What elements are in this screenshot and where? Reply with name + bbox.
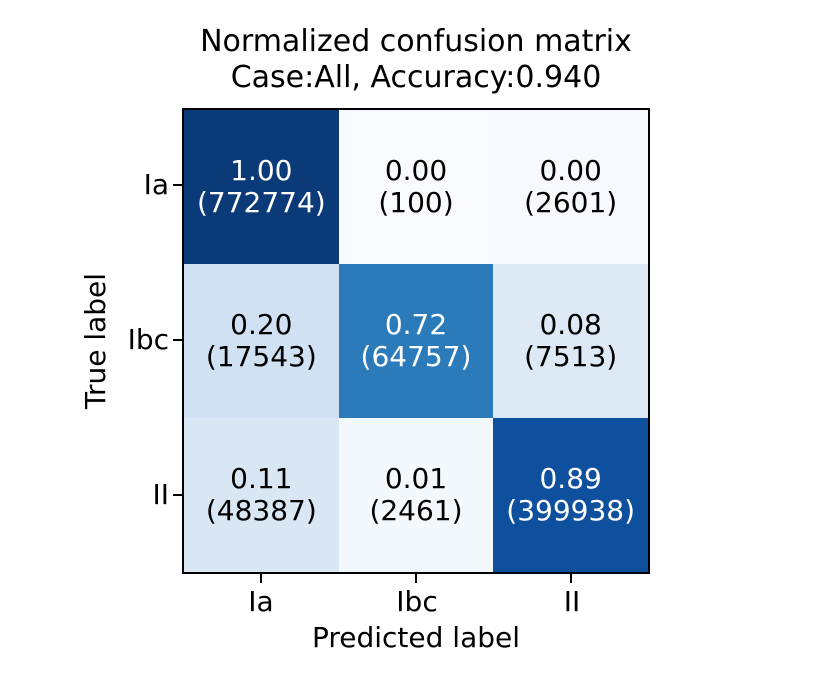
y-tick-mark: [173, 184, 182, 186]
cell-normalized-value: 0.72: [384, 308, 448, 341]
chart-title-line1: Normalized confusion matrix: [200, 24, 632, 59]
cell-normalized-value: 0.00: [539, 154, 602, 187]
x-tick-label-ibc: Ibc: [396, 585, 438, 618]
cell-normalized-value: 1.00: [230, 154, 293, 187]
cell-normalized-value: 0.00: [384, 154, 448, 187]
y-tick-label-ii: II: [152, 478, 169, 511]
cell-count: (100): [378, 186, 454, 219]
matrix-cell-ibc-ia: 0.20 (17543): [184, 264, 339, 418]
cell-count: (2601): [524, 186, 618, 219]
cell-count: (7513): [524, 340, 618, 373]
x-tick-mark: [415, 574, 417, 583]
heatmap-axes: 1.00 (772774) 0.00 (100) 0.00 (2601) 0.2…: [182, 108, 650, 574]
matrix-cell-ibc-ii: 0.08 (7513): [493, 264, 648, 418]
matrix-cell-ia-ia: 1.00 (772774): [184, 110, 339, 264]
cell-count: (17543): [205, 340, 317, 373]
cell-count: (48387): [205, 494, 317, 527]
cell-count: (64757): [360, 340, 472, 373]
x-tick-mark: [570, 574, 572, 583]
y-tick-label-ia: Ia: [143, 168, 169, 201]
y-tick-mark: [173, 494, 182, 496]
cell-normalized-value: 0.01: [384, 462, 448, 495]
chart-title: Normalized confusion matrix Case:All, Ac…: [182, 24, 650, 96]
chart-title-line2: Case:All, Accuracy:0.940: [230, 60, 602, 95]
matrix-cell-ibc-ibc: 0.72 (64757): [338, 264, 494, 418]
cell-normalized-value: 0.20: [230, 308, 293, 341]
matrix-cell-ii-ia: 0.11 (48387): [184, 418, 339, 572]
x-tick-mark: [260, 574, 262, 583]
cell-count: (399938): [506, 494, 636, 527]
cell-normalized-value: 0.89: [539, 462, 602, 495]
y-tick-label-ibc: Ibc: [127, 323, 169, 356]
x-axis-label: Predicted label: [311, 621, 521, 654]
cell-normalized-value: 0.08: [539, 308, 602, 341]
matrix-cell-ia-ibc: 0.00 (100): [338, 110, 494, 264]
x-tick-label-ia: Ia: [248, 585, 274, 618]
matrix-cell-ia-ii: 0.00 (2601): [493, 110, 648, 264]
matrix-cell-ii-ibc: 0.01 (2461): [338, 418, 494, 572]
cell-normalized-value: 0.11: [230, 462, 293, 495]
cell-count: (2461): [369, 494, 463, 527]
matrix-cell-ii-ii: 0.89 (399938): [493, 418, 648, 572]
cell-count: (772774): [196, 186, 326, 219]
x-tick-label-ii: II: [563, 585, 581, 618]
y-tick-mark: [173, 339, 182, 341]
